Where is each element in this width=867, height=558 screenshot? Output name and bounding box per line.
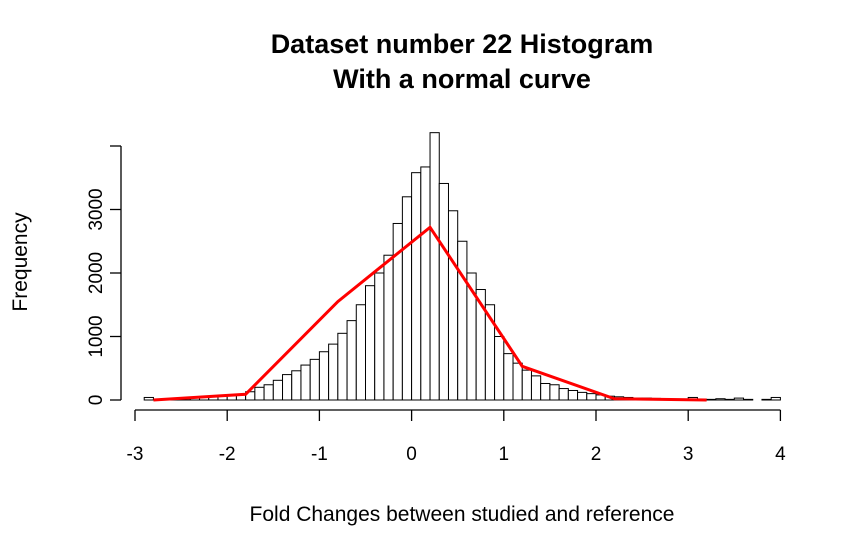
y-axis-label: Frequency xyxy=(9,212,32,312)
histogram-bar xyxy=(530,375,542,401)
histogram-bar xyxy=(521,369,532,401)
chart-title: Dataset number 22 Histogram xyxy=(271,29,654,59)
y-tick-label: 2000 xyxy=(86,252,107,294)
x-tick-label: -1 xyxy=(311,444,328,465)
x-tick-label: 4 xyxy=(775,444,786,465)
histogram-bar xyxy=(715,398,726,401)
histogram-bar xyxy=(291,370,302,401)
histogram-bar xyxy=(761,398,772,401)
histogram-bar xyxy=(318,351,330,401)
y-tick-label: 3000 xyxy=(86,188,107,230)
histogram-bar xyxy=(549,384,560,401)
histogram-bar xyxy=(743,398,754,401)
histogram-bar xyxy=(143,396,154,401)
histogram-bars xyxy=(143,132,781,401)
x-tick-label: 0 xyxy=(406,444,417,465)
histogram-bar xyxy=(457,240,468,401)
x-tick-label: 1 xyxy=(499,444,510,465)
chart-subtitle: With a normal curve xyxy=(333,64,591,94)
histogram-bar xyxy=(724,398,735,401)
histogram-bar xyxy=(540,382,551,401)
x-axis-label: Fold Changes between studied and referen… xyxy=(250,503,675,526)
histogram-bar xyxy=(770,396,781,401)
histogram-bar xyxy=(577,391,588,401)
histogram-bar xyxy=(420,166,431,401)
x-axis: -3 -2 -1 0 1 2 3 4 xyxy=(127,409,786,465)
x-tick-label: 2 xyxy=(591,444,602,465)
x-tick-label: 3 xyxy=(683,444,694,465)
histogram-bar xyxy=(558,388,569,401)
histogram-bar xyxy=(346,320,357,401)
histogram-bar xyxy=(365,285,376,401)
histogram-bar xyxy=(429,132,440,401)
histogram-bar xyxy=(355,304,366,401)
y-axis: 0 1000 2000 3000 xyxy=(86,145,122,406)
histogram-bar xyxy=(263,384,274,401)
histogram-bar xyxy=(586,393,597,401)
histogram-bar xyxy=(733,397,745,401)
y-tick-label: 1000 xyxy=(86,315,107,357)
histogram-bar xyxy=(309,358,320,401)
histogram-bar xyxy=(494,336,505,401)
histogram-bar xyxy=(282,374,293,401)
x-tick-label: -3 xyxy=(127,444,144,465)
histogram-bar xyxy=(374,272,385,401)
histogram-bar xyxy=(438,182,449,401)
histogram-bar xyxy=(272,379,284,401)
normal-curve-line xyxy=(153,225,707,402)
y-tick-label: 0 xyxy=(86,395,107,406)
histogram-bar xyxy=(337,332,348,401)
histogram-bar xyxy=(328,343,339,401)
histogram-bar xyxy=(567,389,579,401)
histogram-bar xyxy=(401,196,413,401)
histogram-bar xyxy=(503,353,514,401)
histogram-bar xyxy=(383,254,394,401)
histogram-bar xyxy=(512,362,523,401)
histogram-bar xyxy=(411,172,422,401)
x-tick-label: -2 xyxy=(219,444,236,465)
histogram-bar xyxy=(300,364,311,401)
histogram-bar xyxy=(706,398,717,401)
histogram-bar xyxy=(447,210,459,401)
histogram-bar xyxy=(254,386,265,401)
